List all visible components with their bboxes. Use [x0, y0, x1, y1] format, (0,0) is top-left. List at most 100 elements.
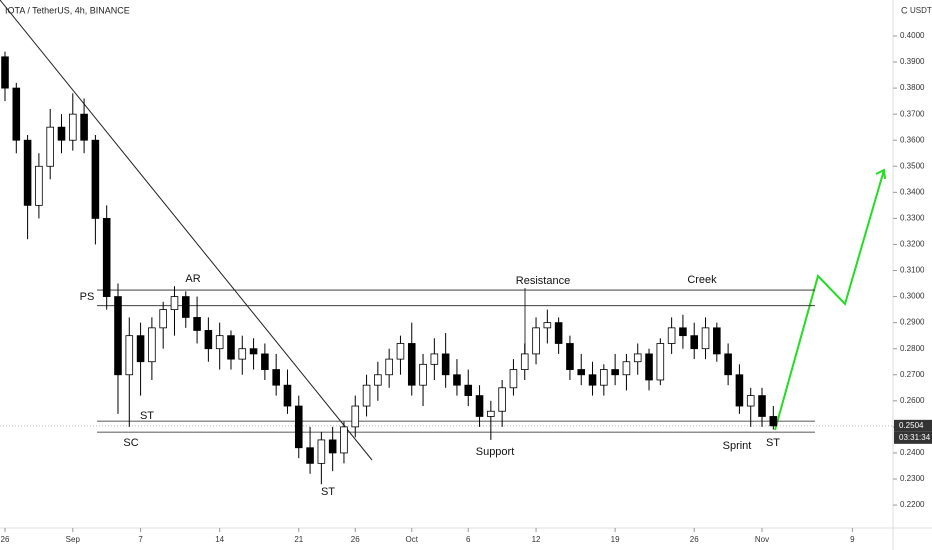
candle-body: [317, 439, 326, 464]
y-tick-label: 0.3600: [900, 135, 925, 144]
candle-body: [645, 353, 653, 381]
y-tick-label: 0.2900: [900, 318, 925, 327]
candle-body: [159, 309, 167, 329]
candle-body: [509, 369, 518, 389]
y-tick-label: 0.3000: [900, 292, 925, 301]
annotation: Creek: [687, 274, 717, 286]
candle-body: [193, 317, 201, 331]
candle-body: [396, 343, 405, 360]
candle-body: [1, 56, 9, 89]
projection-arrowhead: [875, 168, 886, 180]
candle-body: [125, 335, 134, 376]
candle-body: [656, 343, 665, 381]
x-tick-label: 21: [294, 535, 303, 544]
y-tick-label: 0.3200: [900, 240, 925, 249]
y-tick-label: 0.2300: [900, 474, 925, 483]
candle-body: [588, 374, 597, 386]
y-tick-label: 0.3300: [900, 214, 925, 223]
annotation: ST: [140, 410, 154, 422]
y-tick-label: 0.3400: [900, 187, 925, 196]
candle-body: [532, 327, 540, 355]
candle-body: [249, 348, 258, 355]
candle-body: [351, 405, 360, 428]
candle-body: [362, 384, 371, 407]
candle-body: [170, 296, 179, 311]
candle-body: [487, 410, 495, 417]
currency-icon: C: [901, 5, 908, 15]
candle-body: [407, 343, 416, 386]
x-tick-label: Nov: [755, 535, 769, 544]
y-tick-label: 0.3800: [900, 83, 925, 92]
annotation: ST: [766, 437, 780, 449]
candle-body: [204, 330, 213, 350]
x-tick-label: 26: [690, 535, 699, 544]
chart-title: IOTA / TetherUS, 4h, BINANCE: [5, 5, 130, 15]
annotation: AR: [185, 273, 200, 285]
candle-body: [91, 139, 100, 219]
y-tick-label: 0.2200: [900, 500, 925, 509]
candle-body: [294, 405, 303, 449]
projection-path: [774, 169, 885, 431]
y-tick-label: 0.2800: [900, 344, 925, 353]
candle-body: [622, 361, 631, 376]
x-tick-label: 6: [466, 535, 471, 544]
y-tick-label: 0.3900: [900, 57, 925, 66]
candle-body: [633, 353, 642, 363]
x-tick-label: 9: [850, 535, 855, 544]
candle-body: [611, 369, 619, 376]
candle-body: [758, 395, 766, 417]
candle-body: [690, 335, 699, 350]
candle-body: [306, 447, 314, 464]
candle-body: [667, 327, 676, 344]
candle-body: [114, 296, 122, 376]
candle-body: [148, 327, 156, 363]
x-tick-label: Sep: [66, 535, 81, 544]
y-tick-label: 0.2400: [900, 448, 925, 457]
candle-body: [577, 369, 586, 376]
annotation: Support: [476, 446, 515, 458]
y-tick-label: 0.2700: [900, 370, 925, 379]
y-tick-label: 0.3700: [900, 109, 925, 118]
candle-body: [272, 369, 280, 386]
candle-body: [441, 353, 450, 376]
candle-body: [769, 416, 778, 427]
countdown-box: [894, 431, 932, 444]
candle-body: [430, 353, 439, 365]
x-tick-label: 26: [351, 535, 360, 544]
last-price-box: [894, 419, 932, 432]
candle-body: [23, 139, 32, 206]
candle-body: [520, 353, 529, 370]
candle-body: [283, 384, 292, 407]
candle-body: [543, 322, 552, 329]
candle-body: [340, 426, 348, 454]
candle-body: [746, 395, 755, 407]
candle-body: [35, 165, 43, 206]
candle-body: [238, 348, 247, 360]
candle-body: [215, 335, 224, 350]
trendline: [0, 0, 373, 461]
candle-body: [679, 327, 687, 337]
x-tick-label: 12: [532, 535, 541, 544]
candle-body: [136, 335, 145, 363]
candle-body: [701, 327, 710, 350]
candle-body: [385, 358, 393, 376]
candle-body: [227, 335, 235, 360]
candle-body: [374, 374, 382, 386]
countdown: 03:31:34: [899, 433, 931, 442]
annotation: ST: [321, 486, 335, 498]
candle-body: [261, 353, 269, 370]
candle-body: [12, 87, 21, 141]
candle-body: [181, 296, 190, 318]
candle-body: [566, 343, 574, 370]
candle-body: [46, 126, 54, 167]
currency: USDT: [910, 6, 932, 15]
candle-body: [498, 387, 506, 412]
candle-body: [464, 384, 473, 397]
x-tick-label: 7: [138, 535, 143, 544]
annotation: Resistance: [516, 275, 570, 287]
candle-body: [735, 374, 744, 407]
annotation: SC: [123, 437, 138, 449]
candle-body: [475, 395, 484, 417]
candle-body: [102, 217, 111, 297]
